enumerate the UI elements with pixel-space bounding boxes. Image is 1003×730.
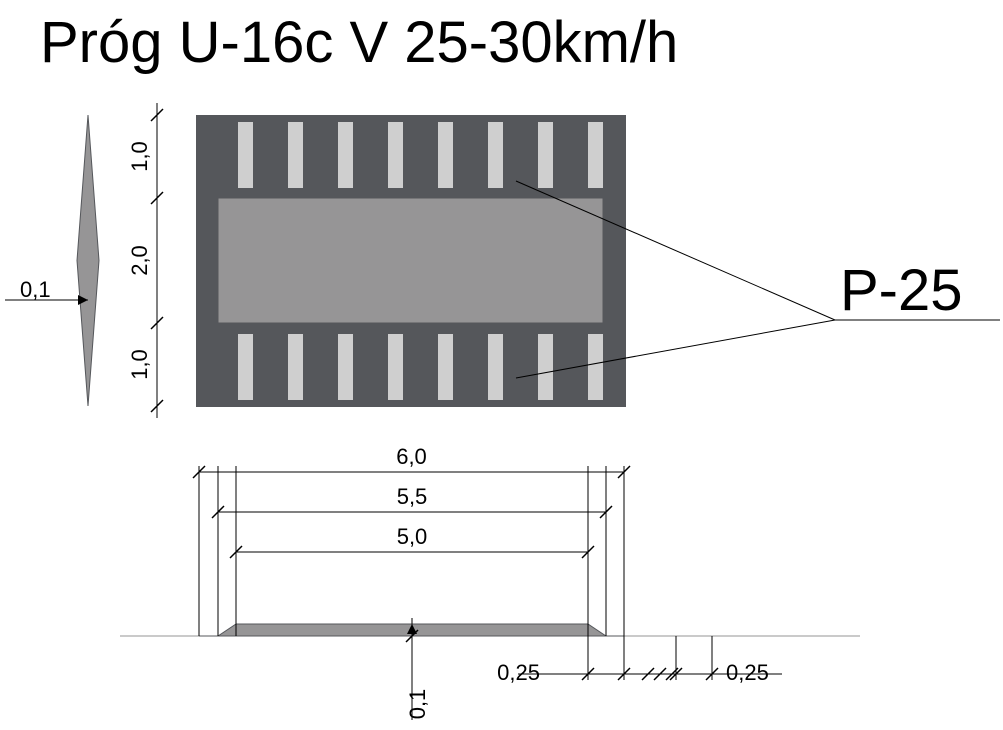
dim-label: 0,1 — [405, 689, 430, 720]
dim-label: 0,25 — [497, 660, 540, 685]
dim-label: 1,0 — [127, 349, 152, 380]
dim-horizontal-stack: 6,0 5,5 5,0 — [193, 444, 630, 636]
plan-stripe-bottom — [588, 334, 603, 400]
plan-stripe-bottom — [388, 334, 403, 400]
plan-stripe-top — [488, 122, 503, 188]
plan-stripe-top — [438, 122, 453, 188]
plan-view — [196, 115, 626, 407]
dim-label: 2,0 — [127, 245, 152, 276]
dim-label: 0,1 — [20, 277, 51, 302]
dim-vertical-left: 1,0 2,0 1,0 — [127, 103, 163, 418]
dim-small-025: 0,25 0,25 — [497, 636, 782, 685]
plan-stripe-top — [288, 122, 303, 188]
plan-stripe-bottom — [538, 334, 553, 400]
plan-stripe-bottom — [238, 334, 253, 400]
dim-label: 5,5 — [397, 484, 428, 509]
dim-label: 1,0 — [127, 141, 152, 172]
diagram-title: Próg U-16c V 25-30km/h — [40, 10, 678, 75]
plan-stripe-top — [238, 122, 253, 188]
plan-inner — [218, 198, 603, 323]
callout-label: P-25 — [840, 258, 963, 323]
plan-stripe-bottom — [338, 334, 353, 400]
plan-stripe-bottom — [288, 334, 303, 400]
dim-label: 6,0 — [396, 444, 427, 469]
plan-stripe-top — [338, 122, 353, 188]
plan-stripe-top — [588, 122, 603, 188]
plan-stripe-top — [538, 122, 553, 188]
plan-stripe-top — [388, 122, 403, 188]
dim-label: 5,0 — [397, 524, 428, 549]
plan-stripe-bottom — [488, 334, 503, 400]
dim-label: 0,25 — [726, 660, 769, 685]
dim-side-height: 0,1 — [5, 277, 88, 305]
plan-stripe-bottom — [438, 334, 453, 400]
side-profile — [77, 115, 99, 406]
